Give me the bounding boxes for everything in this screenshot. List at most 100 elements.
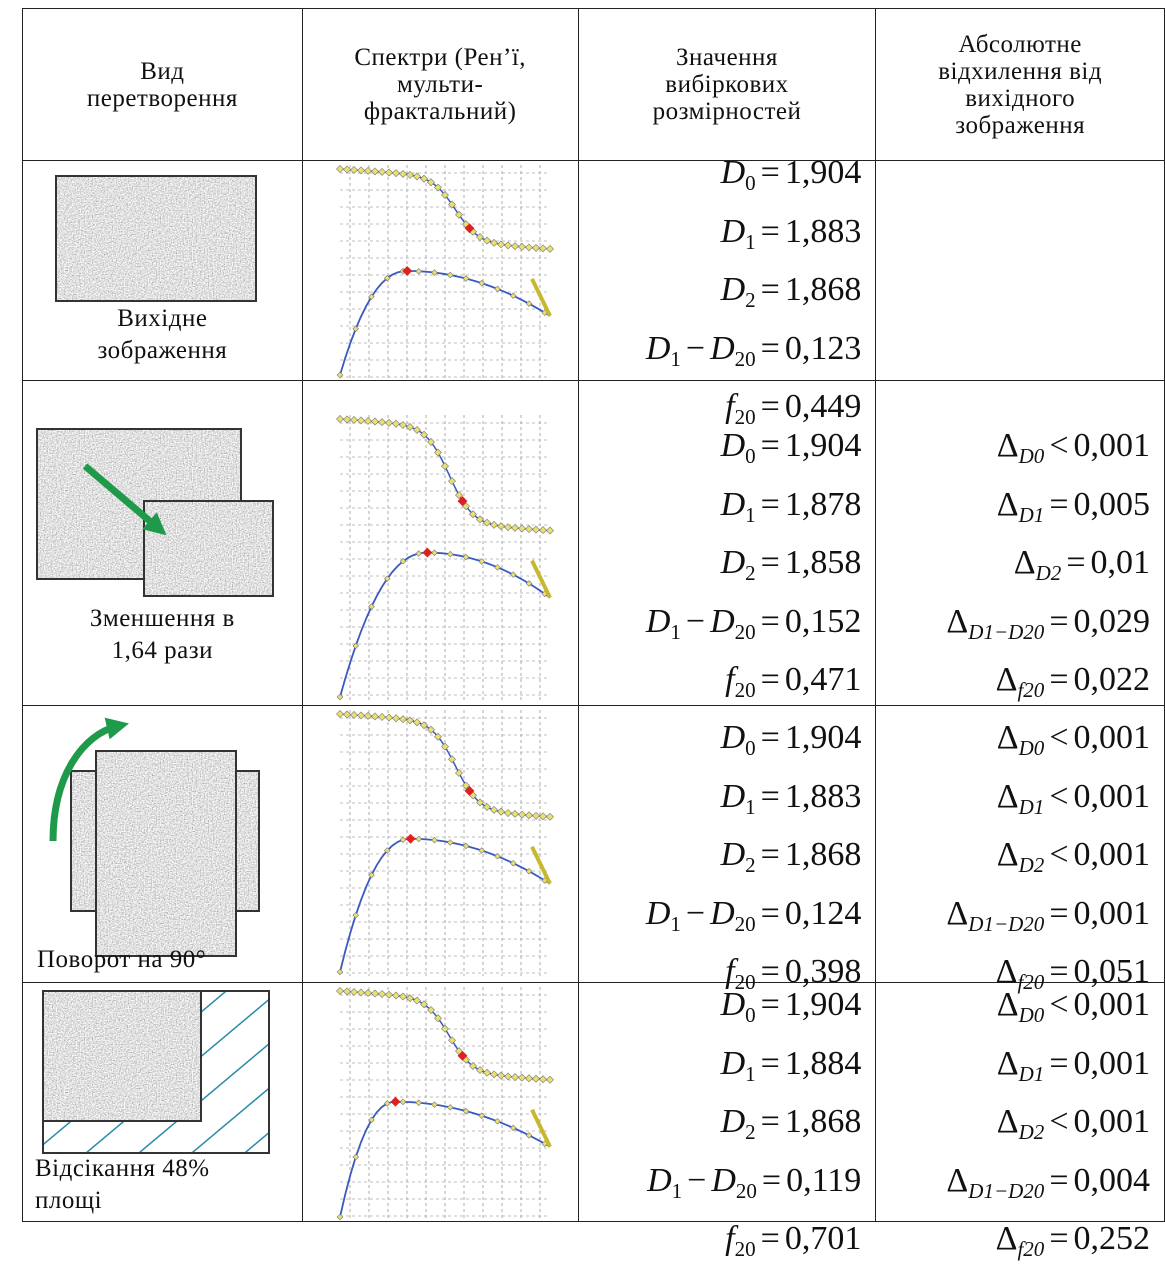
formula-subscript: D0 <box>1018 736 1045 760</box>
formula-symbol: < <box>1049 836 1069 873</box>
formula-token: 0,123 <box>785 330 862 367</box>
spectrum-decor <box>364 166 373 175</box>
spectrum-decor <box>483 518 492 527</box>
spectrum-decor <box>546 526 555 535</box>
formula-subscript: 1 <box>670 346 681 371</box>
formula-symbol: < <box>1049 1103 1069 1140</box>
formula-symbol: = <box>1049 953 1069 990</box>
formula-subscript: 2 <box>745 288 756 312</box>
formula-symbol: = <box>760 485 780 523</box>
formula: D0 = 1,904 <box>641 149 862 208</box>
spectrum-decor <box>476 233 485 242</box>
formula-symbol: 0,001 <box>1073 1103 1151 1140</box>
formula-symbol: = <box>761 1161 782 1199</box>
formula-symbol: = <box>1049 485 1069 523</box>
formula-symbol: D <box>710 894 735 932</box>
formula-subscript: D0 <box>1018 1003 1045 1027</box>
spectrum-decor <box>525 300 533 307</box>
formula-symbol: 0,01 <box>1090 544 1151 581</box>
formula-subscript: 1 <box>670 619 681 644</box>
spectrum-decor <box>350 416 359 424</box>
formula-token: ΔD0 <box>997 986 1045 1027</box>
formula: D1 = 1,884 <box>642 1040 862 1099</box>
spectrum-decor <box>399 1098 407 1106</box>
formula-symbol: Δ <box>1013 544 1036 581</box>
transform-cell: Поворот на 90° <box>22 705 303 983</box>
formula: ΔD0 <0,001 <box>941 714 1150 773</box>
formula: D1 = 1,878 <box>641 481 862 540</box>
text-line: Спектри (Рен’ї, <box>354 44 527 71</box>
formula-symbol: = <box>1049 661 1069 698</box>
formula-subscript: D1 <box>1018 502 1045 527</box>
formula-symbol: = <box>760 544 780 581</box>
formula-token: ΔD1−D20 <box>946 895 1044 936</box>
header-cell: Значення вибіркових розмірностей <box>577 8 877 161</box>
formula-token: 0,01 <box>1091 544 1151 581</box>
formula-token: = <box>761 1045 780 1082</box>
spectrum-decor <box>336 968 344 976</box>
spectrum-decor <box>357 988 366 997</box>
spectrum-decor <box>510 859 517 867</box>
formula-symbol: = <box>760 1220 780 1257</box>
spectrum-decor <box>420 174 429 183</box>
formula-subscript: 0 <box>745 444 756 468</box>
formula-token: < <box>1049 719 1068 756</box>
formula-symbol: Δ <box>996 777 1019 815</box>
formula-symbol: = <box>760 986 780 1023</box>
formula-token: = <box>761 330 780 367</box>
formula-token: D1 <box>721 778 756 819</box>
spectrum-decor <box>431 1101 438 1108</box>
formula-token: < <box>1049 1103 1068 1140</box>
formula-symbol: 0,004 <box>1073 1161 1151 1199</box>
text-line: відхилення від <box>938 57 1103 85</box>
formula-symbol: = <box>1049 602 1069 640</box>
formula-subscript: 20 <box>734 911 756 936</box>
spectrum-decor <box>478 279 486 287</box>
illustration <box>36 428 274 597</box>
spectrum-decor <box>385 418 394 427</box>
text-line: Зменшення в <box>89 605 235 632</box>
formula-subscript: D1−D20 <box>968 911 1045 936</box>
formula-token: 0,252 <box>1074 1220 1151 1257</box>
formula-subscript: 2 <box>745 1120 756 1144</box>
spectrum-decor <box>431 836 438 844</box>
formula-subscript: 20 <box>735 1178 757 1203</box>
spectrum-decor <box>546 812 555 821</box>
text-line: мульти- <box>397 71 484 98</box>
formula: D1− D20 = 0,119 <box>642 1157 861 1216</box>
formula-token: D0 <box>720 986 756 1027</box>
spectrum-decor <box>427 1006 436 1015</box>
formula-token: 0,029 <box>1074 603 1151 640</box>
spectrum-decor <box>494 564 501 571</box>
formula-token: 0,001 <box>1074 895 1151 932</box>
spectrum-decor <box>525 868 533 875</box>
formula-token: D1 <box>646 895 681 936</box>
formula-symbol: 1,858 <box>784 544 862 581</box>
spectrum-decor <box>406 171 415 179</box>
spectrum-decor <box>462 553 470 561</box>
formula-token: D0 <box>721 427 756 468</box>
spectrum-decor <box>420 430 429 439</box>
illustration <box>42 990 270 1154</box>
formula-token: 0,001 <box>1074 719 1151 756</box>
formula-subscript: 1 <box>745 794 756 819</box>
formula-symbol: < <box>1049 986 1069 1023</box>
formula-symbol: Δ <box>996 485 1019 523</box>
results-table: Вид перетворення Спектри (Рен’ї, мульти-фр… <box>22 8 1165 1261</box>
formula-symbol: Δ <box>995 953 1018 990</box>
spectrum-decor <box>497 807 506 816</box>
spectrum-decor <box>455 768 464 777</box>
formula: Δf20 = 0,252 <box>941 1215 1150 1274</box>
formula-token: = <box>761 271 780 308</box>
spectrum-decor <box>490 805 499 814</box>
formula-symbol: = <box>1049 1044 1069 1082</box>
values: D0 = 1,904 D1 = 1,884 D2 = 1,868 D1− D20 = 0,119 f20 =… <box>642 981 861 1274</box>
header-row: Вид перетворення Спектри (Рен’ї, мульти-фр… <box>22 8 1165 161</box>
spectrum-decor <box>368 603 375 610</box>
formula-subscript: 2 <box>745 853 756 877</box>
spectrum-decor <box>352 1153 360 1161</box>
formula-symbol: D <box>720 986 746 1023</box>
formula-symbol: 1,904 <box>784 719 862 756</box>
spectrum-decor <box>483 803 492 811</box>
spectrum-decor <box>525 1132 533 1139</box>
